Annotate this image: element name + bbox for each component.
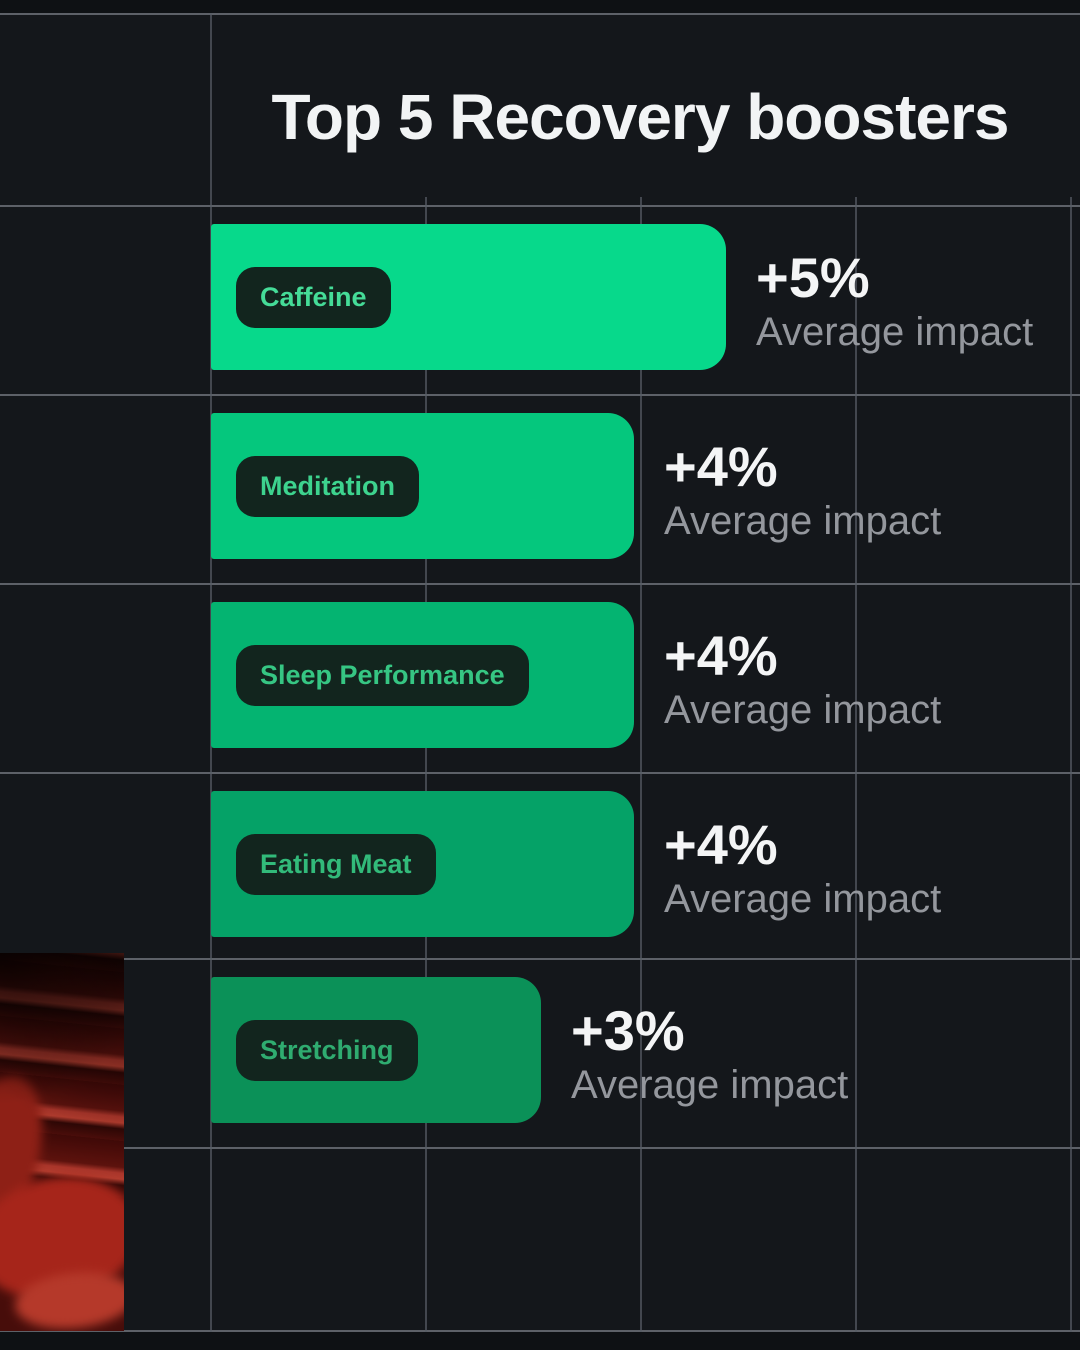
- grid-line-horizontal: [0, 583, 1080, 585]
- impact-label: Average impact: [664, 877, 942, 921]
- grid-line-horizontal: [0, 205, 1080, 207]
- impact-text-block: +4% Average impact: [664, 626, 941, 734]
- grid-line-horizontal: [0, 958, 1080, 960]
- impact-value: +4%: [664, 624, 778, 687]
- recovery-bar-eating-meat: Eating Meat: [211, 791, 634, 937]
- recovery-bar-caffeine: Caffeine: [211, 224, 726, 370]
- impact-label: Average impact: [664, 688, 942, 732]
- bar-label-pill: Meditation: [236, 455, 419, 517]
- grid-line-horizontal: [0, 394, 1080, 396]
- recovery-bar-sleep-performance: Sleep Performance: [211, 602, 634, 748]
- impact-value: +3%: [571, 999, 685, 1062]
- impact-value: +4%: [664, 435, 778, 498]
- impact-text-block: +4% Average impact: [664, 437, 941, 545]
- recovery-bar-stretching: Stretching: [211, 977, 541, 1123]
- grid-line-horizontal: [0, 13, 1080, 15]
- recovery-bar-meditation: Meditation: [211, 413, 634, 559]
- grid-line-vertical: [855, 197, 857, 1332]
- impact-label: Average impact: [756, 310, 1034, 354]
- bar-label-pill: Sleep Performance: [236, 644, 529, 706]
- impact-label: Average impact: [571, 1063, 849, 1107]
- bar-label-pill: Stretching: [236, 1019, 418, 1081]
- grid-line-horizontal: [0, 772, 1080, 774]
- bottom-edge-band: [0, 1332, 1080, 1350]
- bar-label-pill: Caffeine: [236, 266, 391, 328]
- grid-line-horizontal: [0, 1330, 1080, 1332]
- grid-line-vertical: [640, 197, 642, 1332]
- impact-text-block: +4% Average impact: [664, 815, 941, 923]
- impact-value: +5%: [756, 246, 870, 309]
- chart-title: Top 5 Recovery boosters: [271, 81, 1010, 153]
- impact-value: +4%: [664, 813, 778, 876]
- grid-line-vertical: [1070, 197, 1072, 1332]
- top-edge-band: [0, 0, 1080, 13]
- sauna-photo-vignette: [0, 953, 124, 1331]
- impact-text-block: +5% Average impact: [756, 248, 1033, 356]
- bar-label-pill: Eating Meat: [236, 833, 436, 895]
- grid-line-vertical: [425, 197, 427, 1332]
- sauna-photo: [0, 953, 124, 1331]
- grid-line-horizontal: [0, 1147, 1080, 1149]
- impact-text-block: +3% Average impact: [571, 1001, 848, 1109]
- impact-label: Average impact: [664, 499, 942, 543]
